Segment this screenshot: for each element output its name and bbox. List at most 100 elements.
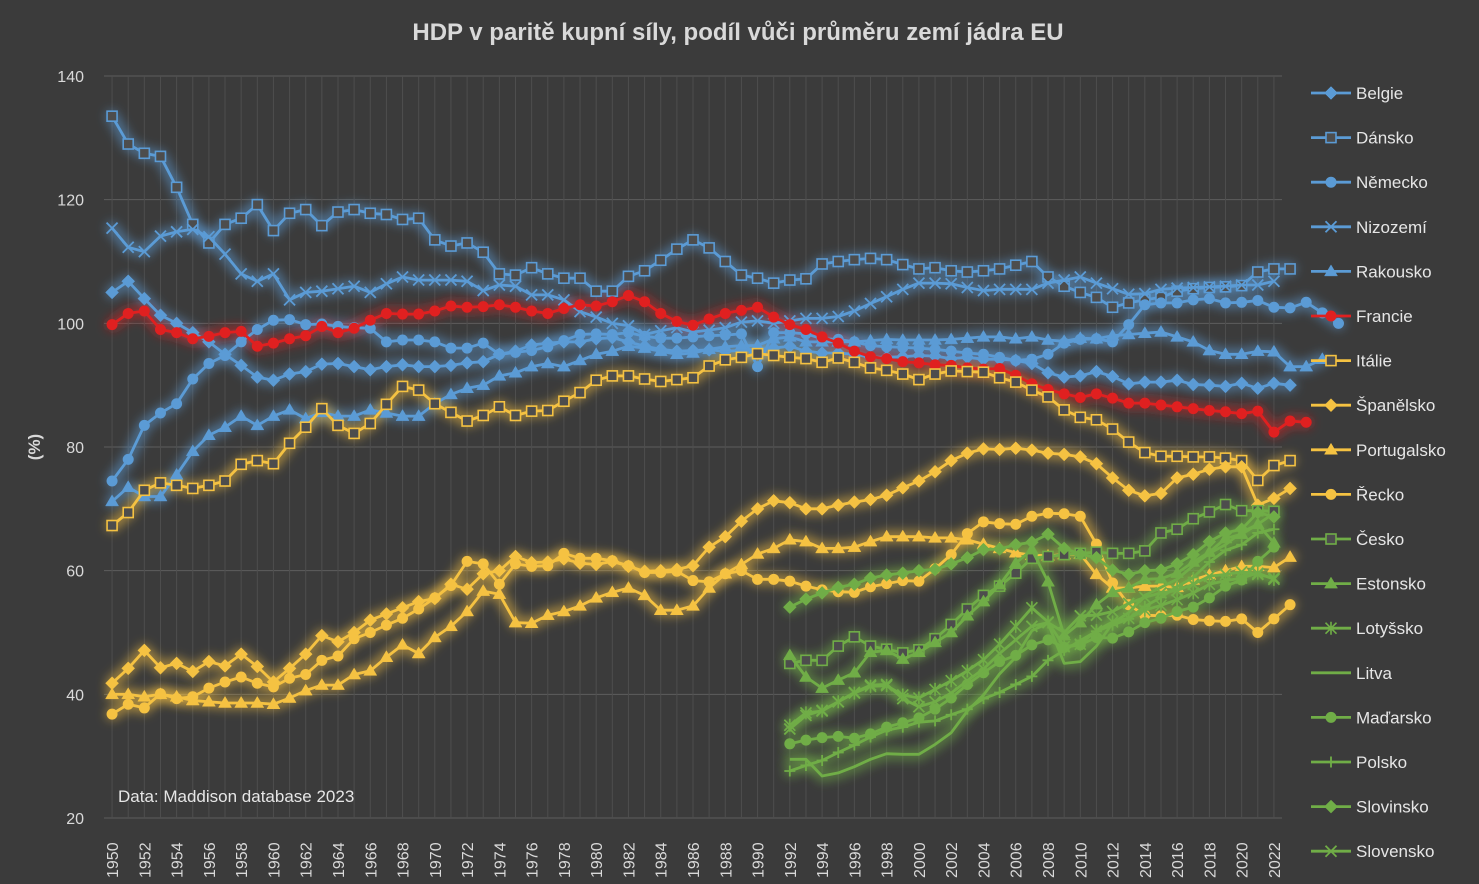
data-point xyxy=(751,314,764,327)
data-point xyxy=(735,304,747,316)
data-point xyxy=(300,669,312,681)
data-point xyxy=(1155,527,1167,539)
data-point xyxy=(847,540,862,552)
data-point xyxy=(526,560,538,572)
data-point xyxy=(881,353,893,365)
data-point xyxy=(993,371,1006,384)
data-point xyxy=(1123,613,1135,625)
data-point xyxy=(542,560,554,572)
data-point xyxy=(1121,483,1136,498)
data-point xyxy=(429,234,441,246)
legend-swatch-marker xyxy=(1325,176,1337,188)
data-point xyxy=(816,331,828,343)
data-point xyxy=(847,577,862,592)
data-point xyxy=(219,327,231,339)
legend-item: Slovensko xyxy=(1311,842,1434,861)
data-point xyxy=(170,479,183,492)
data-point xyxy=(153,308,168,323)
data-point xyxy=(251,324,263,336)
data-point xyxy=(525,288,538,302)
data-point xyxy=(542,307,554,319)
data-point xyxy=(1170,557,1184,571)
data-point xyxy=(1139,545,1151,557)
data-point xyxy=(1251,266,1264,278)
data-point xyxy=(314,357,329,371)
data-point xyxy=(1121,327,1136,340)
legend-item: Rakousko xyxy=(1311,262,1432,281)
data-point xyxy=(896,283,909,296)
data-point xyxy=(429,397,441,410)
data-point xyxy=(1106,282,1119,295)
data-point xyxy=(880,253,893,266)
data-point xyxy=(267,457,280,470)
data-point xyxy=(911,529,926,542)
x-tick-label: 1994 xyxy=(815,842,832,878)
x-tick-label: 1972 xyxy=(460,842,477,878)
data-point xyxy=(235,336,247,348)
data-point xyxy=(397,612,409,624)
data-point xyxy=(347,667,362,680)
y-tick-label: 20 xyxy=(66,811,84,828)
data-point xyxy=(1089,567,1104,580)
x-axis: 1950 1952 1954 1956 1958 1960 1962 1964 1966 1968… xyxy=(105,842,1284,878)
data-point xyxy=(719,255,732,268)
data-point xyxy=(283,437,296,450)
data-point xyxy=(105,221,119,235)
data-point xyxy=(1139,446,1151,459)
data-point xyxy=(929,368,941,380)
data-point xyxy=(1137,488,1152,503)
data-point xyxy=(799,534,813,547)
data-point xyxy=(1170,471,1184,485)
data-point xyxy=(284,314,296,326)
data-point xyxy=(816,754,828,766)
data-point xyxy=(1202,343,1217,356)
data-point xyxy=(847,495,862,509)
data-point xyxy=(492,587,507,599)
data-point xyxy=(961,347,973,359)
data-point xyxy=(782,648,797,661)
data-point xyxy=(105,285,119,300)
data-point xyxy=(412,273,425,287)
x-tick-label: 2000 xyxy=(912,842,929,878)
data-point xyxy=(1137,375,1152,389)
data-point xyxy=(445,580,457,592)
data-point xyxy=(1041,527,1055,542)
data-point xyxy=(896,692,909,705)
data-point xyxy=(992,329,1007,342)
data-point xyxy=(621,580,636,593)
data-point xyxy=(203,330,215,342)
data-point xyxy=(800,580,812,592)
data-point xyxy=(282,367,297,381)
data-point xyxy=(767,349,780,362)
data-point xyxy=(413,308,425,320)
data-point xyxy=(476,584,491,596)
data-point xyxy=(411,409,426,421)
data-point xyxy=(332,419,344,432)
data-point xyxy=(316,402,328,415)
data-point xyxy=(800,759,812,771)
data-point xyxy=(509,409,522,422)
data-point xyxy=(913,373,925,386)
data-point xyxy=(1332,317,1344,329)
data-point xyxy=(540,356,555,369)
data-point xyxy=(896,368,909,380)
data-point xyxy=(493,278,506,292)
x-tick-label: 1986 xyxy=(686,842,703,878)
legend-item: Estonsko xyxy=(1311,575,1426,594)
data-point xyxy=(396,380,409,393)
data-point xyxy=(154,477,167,489)
data-point xyxy=(993,637,1006,651)
data-point xyxy=(994,686,1006,698)
data-point xyxy=(945,674,958,688)
data-point xyxy=(380,277,393,290)
data-point xyxy=(879,488,894,503)
data-point xyxy=(493,401,506,413)
data-point xyxy=(445,300,457,312)
chart-title: HDP v paritě kupní síly, podíl vůči prům… xyxy=(412,19,1063,46)
data-point xyxy=(622,370,635,382)
data-point xyxy=(1138,591,1151,604)
data-point xyxy=(751,347,764,360)
data-point xyxy=(429,305,441,317)
data-point xyxy=(138,147,151,160)
